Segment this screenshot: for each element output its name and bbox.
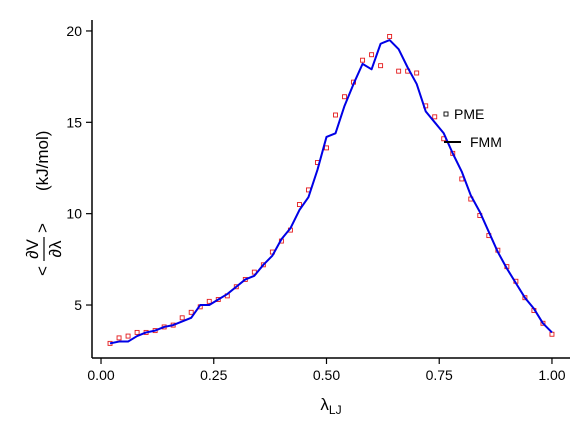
pme-point (414, 70, 420, 76)
x-tick-label: 0.25 (200, 367, 227, 383)
series-fmm (109, 39, 553, 345)
y-axis-title-open: < (33, 266, 52, 276)
x-tick-label: 0.50 (313, 367, 340, 383)
y-axis-title-denominator: ∂λ (46, 240, 65, 257)
pme-point (233, 284, 239, 290)
series-layer (107, 33, 555, 346)
pme-point (342, 94, 347, 100)
y-axis-title-close: > (33, 223, 52, 233)
pme-point (179, 315, 185, 321)
ticks: 0.00 0.25 0.50 0.75 1.00 5 10 15 20 (66, 23, 565, 383)
legend-pme-label: PME (454, 106, 484, 122)
y-axis-title-numerator: ∂V (23, 238, 42, 258)
axes (91, 20, 570, 359)
y-axis-title-units: (kJ/mol) (33, 131, 52, 191)
legend: PME FMM (443, 106, 502, 150)
pme-point (333, 112, 338, 118)
x-tick-label: 0.75 (426, 367, 453, 383)
y-axis-title: < ∂V ∂λ > (kJ/mol) (23, 131, 65, 276)
pme-point (206, 298, 212, 304)
pme-point (522, 295, 528, 301)
pme-point (432, 114, 438, 120)
pme-point (215, 297, 221, 302)
pme-point (549, 331, 555, 337)
pme-point (296, 202, 302, 207)
legend-fmm-label: FMM (470, 134, 502, 150)
x-axis-title-main: λ (320, 395, 329, 414)
y-tick-label: 20 (66, 23, 82, 39)
pme-point (360, 57, 366, 63)
pme-point (125, 333, 131, 339)
x-tick-label: 0.00 (87, 367, 114, 383)
legend-pme-key (443, 111, 449, 117)
pme-point (378, 63, 384, 69)
x-axis-title-subscript: LJ (329, 403, 342, 417)
pme-point (188, 309, 194, 315)
series-pme (107, 33, 555, 346)
pme-point (260, 262, 266, 268)
fmm-line (109, 39, 553, 345)
x-tick-label: 1.00 (538, 367, 565, 383)
pme-point (387, 33, 393, 39)
pme-point (134, 329, 140, 335)
pme-point (369, 52, 375, 58)
pme-point (396, 68, 402, 74)
x-axis-title: λLJ (320, 395, 341, 417)
pme-point (540, 320, 546, 326)
y-tick-label: 10 (66, 206, 82, 222)
y-tick-label: 5 (74, 297, 82, 313)
y-tick-label: 15 (66, 114, 82, 130)
pme-point (116, 335, 122, 341)
pme-point (324, 145, 329, 151)
